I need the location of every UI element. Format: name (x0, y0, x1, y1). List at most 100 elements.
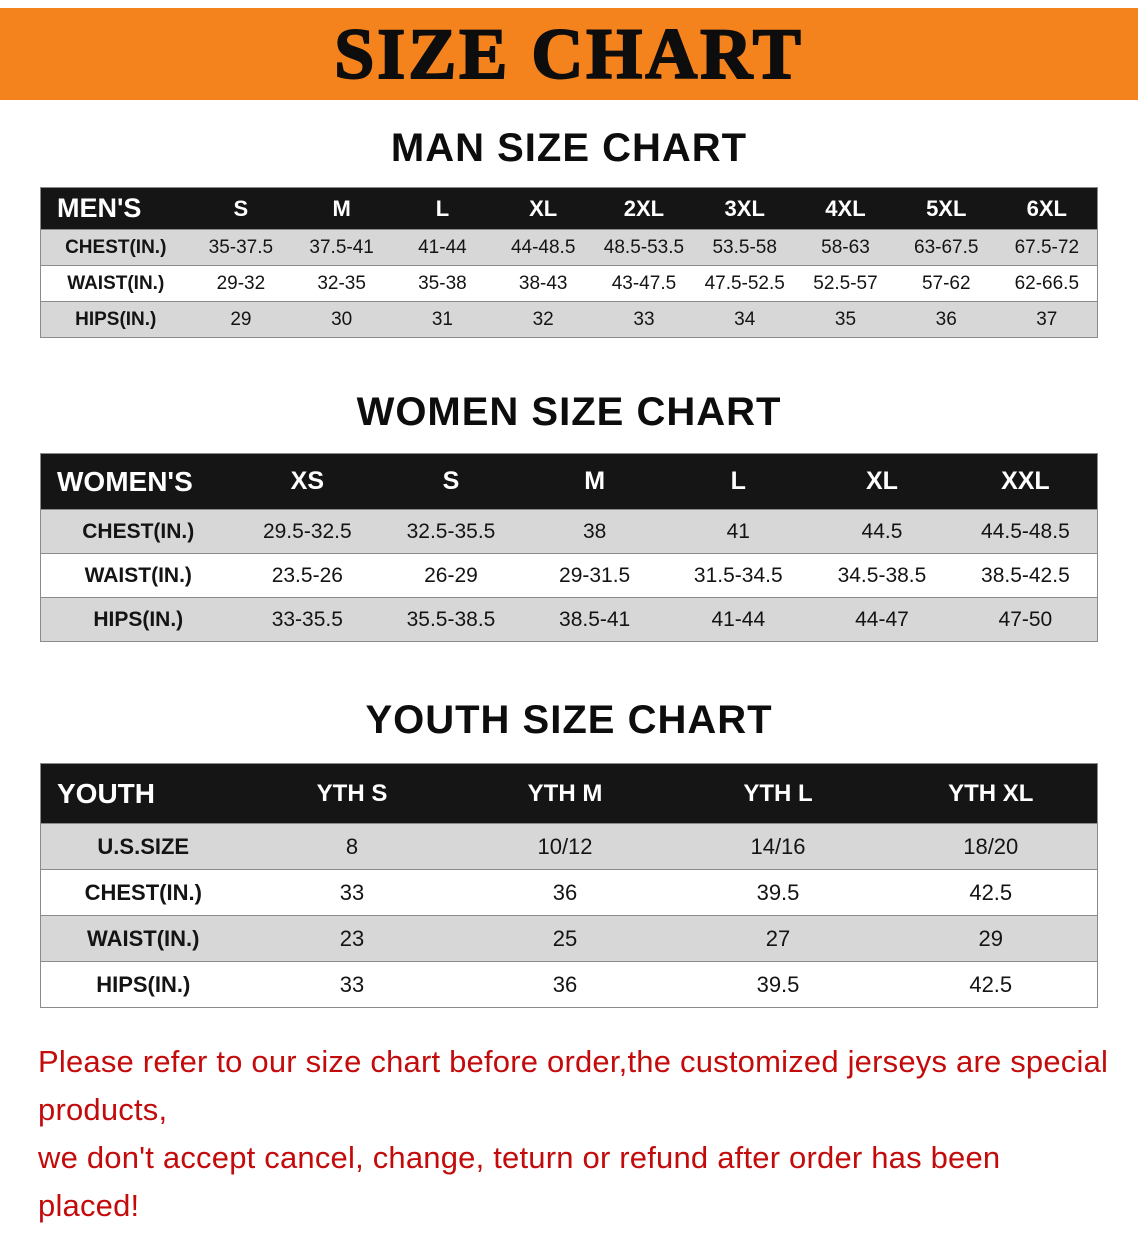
men-size-table: MEN'S S M L XL 2XL 3XL 4XL 5XL 6XL CHEST(IN.) 35-37… (40, 187, 1098, 338)
size-value-cell: 26-29 (424, 563, 478, 587)
disclaimer-line-2: we don't accept cancel, change, teturn o… (38, 1140, 1001, 1224)
size-value-cell: 33 (339, 971, 365, 997)
women-section-title: WOMEN SIZE CHART (356, 390, 782, 434)
size-column-header: M (584, 467, 606, 495)
table-row: U.S.SIZE 8 10/12 14/16 18/20 (40, 823, 1098, 870)
row-label: CHEST(IN.) (84, 879, 202, 905)
section-youth: YOUTH SIZE CHART YOUTH YTH S YTH M YTH L YTH … (0, 698, 1138, 1008)
size-value-cell: 36 (935, 308, 957, 330)
size-column-header: XL (529, 195, 558, 221)
size-value-cell: 18/20 (963, 833, 1019, 859)
size-column-header: 2XL (623, 195, 665, 221)
size-value-cell: 36 (552, 971, 578, 997)
size-value-cell: 32-35 (317, 272, 366, 294)
size-value-cell: 39.5 (756, 879, 800, 905)
size-value-cell: 32.5-35.5 (406, 519, 496, 543)
size-value-cell: 38.5-42.5 (981, 563, 1070, 587)
size-value-cell: 27 (765, 925, 791, 951)
table-row: WAIST(IN.) 29-32 32-35 35-38 38-43 43-47.5 47.… (40, 265, 1098, 302)
size-value-cell: 33-35.5 (271, 607, 343, 631)
size-value-cell: 30 (331, 308, 353, 330)
size-value-cell: 25 (552, 925, 578, 951)
size-value-cell: 62-66.5 (1014, 272, 1080, 294)
size-value-cell: 33 (339, 879, 365, 905)
size-value-cell: 67.5-72 (1014, 236, 1080, 258)
table-row: WAIST(IN.) 23.5-26 26-29 29-31.5 31.5-34.5 34… (40, 553, 1098, 598)
size-column-header: XXL (1001, 467, 1050, 495)
size-value-cell: 41-44 (418, 236, 467, 258)
women-size-table: WOMEN'S XS S M L XL XXL CHEST(IN.) 29.5-32.5 32.5… (40, 453, 1098, 642)
size-value-cell: 39.5 (756, 971, 800, 997)
size-column-header: XS (290, 467, 324, 495)
men-group-label: MEN'S (57, 193, 142, 223)
size-value-cell: 58-63 (821, 236, 870, 258)
size-value-cell: 8 (345, 833, 359, 859)
size-column-header: YTH S (316, 779, 388, 807)
size-value-cell: 63-67.5 (914, 236, 979, 258)
size-value-cell: 10/12 (537, 833, 593, 859)
youth-group-label: YOUTH (57, 777, 155, 809)
row-label: WAIST(IN.) (84, 563, 192, 587)
size-value-cell: 41-44 (711, 607, 766, 631)
size-value-cell: 52.5-57 (813, 272, 878, 294)
women-group-label: WOMEN'S (57, 465, 193, 497)
size-value-cell: 34 (734, 308, 756, 330)
row-label: WAIST(IN.) (87, 925, 200, 951)
disclaimer-note: Please refer to our size chart before or… (0, 1038, 1138, 1254)
row-label: CHEST(IN.) (82, 519, 195, 543)
size-value-cell: 29-31.5 (559, 563, 631, 587)
size-column-header: 3XL (724, 195, 765, 221)
youth-size-table: YOUTH YTH S YTH M YTH L YTH XL U.S.SIZE 8 10/12… (40, 763, 1098, 1008)
size-value-cell: 32 (532, 308, 554, 330)
size-value-cell: 44-48.5 (510, 236, 576, 258)
table-row: CHEST(IN.) 35-37.5 37.5-41 41-44 44-48.5 48.5… (40, 229, 1098, 266)
size-value-cell: 29-32 (216, 272, 266, 294)
row-label: U.S.SIZE (97, 833, 190, 859)
size-value-cell: 34.5-38.5 (837, 563, 927, 587)
size-column-header: 6XL (1026, 195, 1067, 221)
size-value-cell: 23.5-26 (271, 563, 343, 587)
men-header-row: MEN'S S M L XL 2XL 3XL 4XL 5XL 6XL (40, 187, 1098, 230)
page-title: SIZE CHART (333, 14, 804, 94)
size-value-cell: 43-47.5 (611, 272, 677, 294)
size-column-header: L (730, 467, 746, 495)
table-row: CHEST(IN.) 29.5-32.5 32.5-35.5 38 41 44.5 44.5… (40, 509, 1098, 554)
size-value-cell: 44.5 (861, 519, 903, 543)
size-value-cell: 29.5-32.5 (262, 519, 352, 543)
size-value-cell: 37.5-41 (309, 236, 374, 258)
size-column-header: S (233, 195, 249, 221)
size-value-cell: 38 (582, 519, 607, 543)
size-value-cell: 35-37.5 (208, 236, 274, 258)
size-column-header: 5XL (926, 195, 967, 221)
size-column-header: 4XL (825, 195, 866, 221)
table-row: WAIST(IN.) 23 25 27 29 (40, 915, 1098, 962)
row-label: WAIST(IN.) (67, 272, 165, 294)
size-value-cell: 41 (726, 519, 750, 543)
size-column-header: S (442, 467, 460, 495)
size-column-header: M (332, 195, 351, 221)
size-value-cell: 29 (230, 308, 252, 330)
size-column-header: L (435, 195, 450, 221)
size-value-cell: 35 (834, 308, 857, 330)
size-value-cell: 31 (431, 308, 453, 330)
size-value-cell: 37 (1036, 308, 1058, 330)
size-value-cell: 33 (633, 308, 655, 330)
size-value-cell: 38.5-41 (559, 607, 631, 631)
size-value-cell: 42.5 (969, 971, 1013, 997)
row-label: CHEST(IN.) (65, 236, 167, 258)
size-value-cell: 57-62 (921, 272, 971, 294)
men-section-title: MAN SIZE CHART (390, 126, 748, 170)
size-value-cell: 29 (978, 925, 1003, 951)
sections-container: MAN SIZE CHART MEN'S S M L XL 2XL 3XL 4XL 5XL 6XL C… (0, 126, 1138, 1008)
table-row: CHEST(IN.) 33 36 39.5 42.5 (40, 869, 1098, 916)
table-row: HIPS(IN.) 33 36 39.5 42.5 (40, 961, 1098, 1008)
table-row: HIPS(IN.) 29 30 31 32 33 34 35 36 37 (40, 301, 1098, 338)
size-value-cell: 35.5-38.5 (406, 607, 496, 631)
disclaimer-line-1: Please refer to our size chart before or… (38, 1044, 1109, 1128)
size-value-cell: 14/16 (750, 833, 806, 859)
table-row: HIPS(IN.) 33-35.5 35.5-38.5 38.5-41 41-44 44-… (40, 597, 1098, 642)
row-label: HIPS(IN.) (93, 607, 184, 631)
size-value-cell: 36 (552, 879, 578, 905)
women-header-row: WOMEN'S XS S M L XL XXL (40, 453, 1098, 510)
